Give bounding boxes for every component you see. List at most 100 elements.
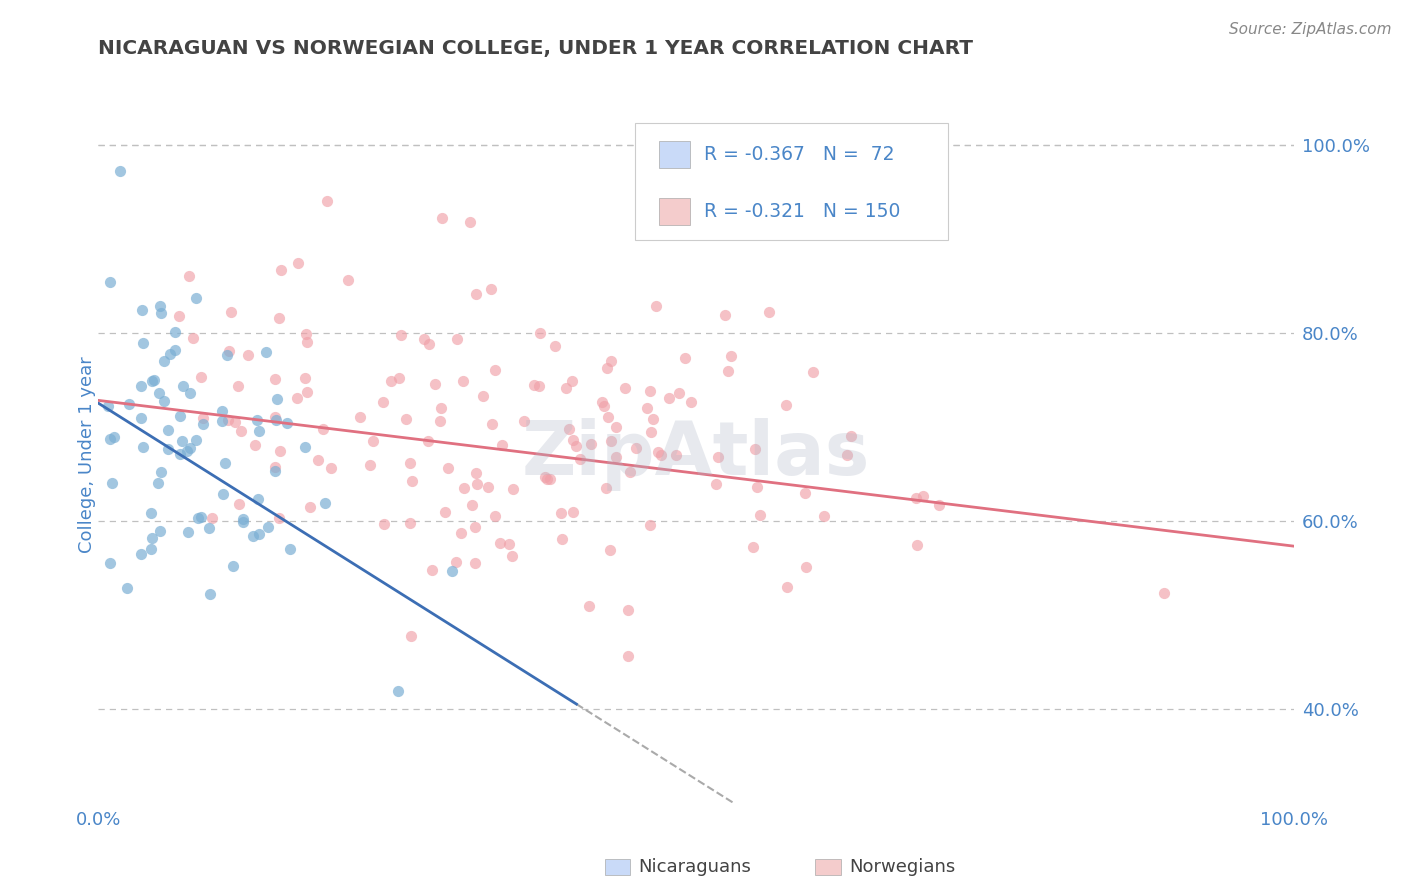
Nicaraguans — [98, 433, 121, 447]
Nicaraguans — [198, 521, 221, 535]
Norwegians — [613, 381, 636, 395]
Norwegians — [538, 472, 561, 486]
Norwegians — [744, 442, 766, 456]
Nicaraguans — [232, 515, 254, 529]
Norwegians — [371, 395, 394, 409]
Norwegians — [190, 369, 212, 384]
Norwegians — [714, 308, 737, 322]
Norwegians — [599, 543, 621, 558]
Norwegians — [224, 415, 246, 429]
Norwegians — [299, 500, 322, 514]
Norwegians — [312, 422, 335, 436]
Nicaraguans — [139, 507, 162, 521]
Norwegians — [647, 445, 669, 459]
Nicaraguans — [187, 511, 209, 525]
Norwegians — [401, 629, 423, 643]
Norwegians — [600, 434, 623, 448]
Nicaraguans — [314, 496, 336, 510]
Nicaraguans — [215, 348, 238, 362]
Nicaraguans — [139, 542, 162, 557]
Nicaraguans — [440, 564, 463, 578]
Text: NICARAGUAN VS NORWEGIAN COLLEGE, UNDER 1 YEAR CORRELATION CHART: NICARAGUAN VS NORWEGIAN COLLEGE, UNDER 1… — [98, 39, 973, 58]
Norwegians — [813, 508, 835, 523]
Norwegians — [401, 474, 423, 488]
Norwegians — [465, 467, 488, 481]
Nicaraguans — [152, 394, 174, 409]
Nicaraguans — [118, 397, 141, 411]
Norwegians — [498, 536, 520, 550]
Nicaraguans — [141, 531, 163, 545]
Norwegians — [263, 372, 285, 386]
Norwegians — [217, 412, 239, 426]
Norwegians — [464, 520, 486, 534]
Norwegians — [484, 508, 506, 523]
Norwegians — [444, 555, 467, 569]
Nicaraguans — [278, 541, 301, 556]
Norwegians — [373, 516, 395, 531]
Nicaraguans — [131, 303, 153, 318]
Norwegians — [641, 412, 664, 426]
Norwegians — [464, 287, 486, 301]
Nicaraguans — [231, 512, 253, 526]
Norwegians — [717, 364, 740, 378]
Norwegians — [593, 399, 616, 413]
Nicaraguans — [115, 581, 138, 595]
Norwegians — [388, 370, 411, 384]
Norwegians — [1153, 586, 1175, 600]
Norwegians — [218, 343, 240, 358]
Norwegians — [270, 263, 292, 277]
Norwegians — [264, 460, 287, 475]
Norwegians — [228, 497, 250, 511]
Norwegians — [544, 339, 567, 353]
Norwegians — [389, 328, 412, 343]
Norwegians — [295, 335, 318, 350]
Norwegians — [446, 332, 468, 346]
Norwegians — [551, 532, 574, 546]
Norwegians — [450, 526, 472, 541]
Norwegians — [905, 537, 928, 551]
Norwegians — [569, 452, 592, 467]
Nicaraguans — [129, 547, 152, 561]
Nicaraguans — [163, 343, 186, 357]
Norwegians — [558, 422, 581, 436]
Nicaraguans — [200, 587, 222, 601]
Norwegians — [749, 508, 772, 522]
Nicaraguans — [149, 300, 172, 314]
Y-axis label: College, Under 1 year: College, Under 1 year — [79, 357, 96, 553]
Norwegians — [599, 354, 621, 368]
Norwegians — [561, 433, 583, 447]
Norwegians — [658, 391, 681, 405]
Norwegians — [616, 603, 638, 617]
Nicaraguans — [149, 524, 172, 538]
Norwegians — [229, 425, 252, 439]
Nicaraguans — [266, 392, 288, 406]
Norwegians — [536, 472, 558, 486]
Norwegians — [605, 420, 627, 434]
Norwegians — [437, 461, 460, 475]
Norwegians — [477, 480, 499, 494]
Norwegians — [464, 556, 486, 570]
Nicaraguans — [156, 442, 179, 456]
Norwegians — [776, 580, 799, 594]
Norwegians — [591, 394, 613, 409]
Nicaraguans — [163, 326, 186, 340]
Nicaraguans — [211, 404, 233, 418]
Norwegians — [226, 379, 249, 393]
Norwegians — [349, 410, 371, 425]
Norwegians — [201, 511, 224, 525]
Norwegians — [650, 449, 672, 463]
Nicaraguans — [98, 276, 121, 290]
Norwegians — [418, 337, 440, 351]
Nicaraguans — [146, 475, 169, 490]
Norwegians — [294, 326, 316, 341]
Norwegians — [179, 268, 201, 283]
Norwegians — [638, 384, 661, 398]
Norwegians — [775, 398, 797, 412]
Norwegians — [315, 194, 337, 208]
Norwegians — [285, 391, 308, 405]
Text: Nicaraguans: Nicaraguans — [638, 858, 751, 876]
Nicaraguans — [211, 487, 233, 501]
Norwegians — [429, 414, 451, 428]
Norwegians — [453, 481, 475, 495]
Nicaraguans — [276, 417, 298, 431]
